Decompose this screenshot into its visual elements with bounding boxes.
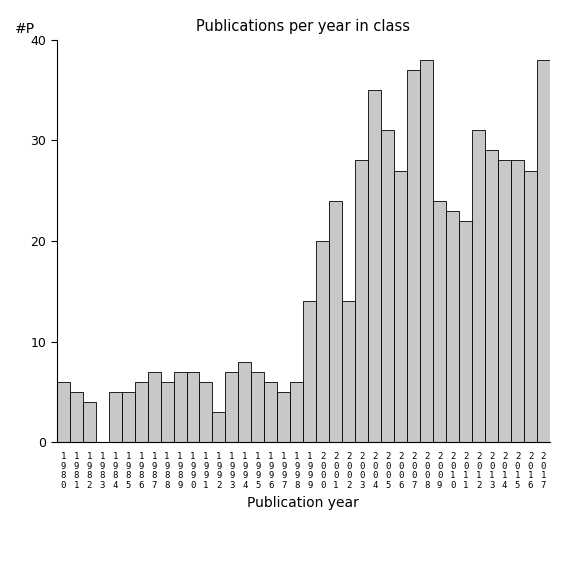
- Bar: [537, 60, 550, 442]
- Bar: [433, 201, 446, 442]
- Bar: [226, 372, 239, 442]
- Bar: [187, 372, 200, 442]
- Bar: [356, 160, 368, 442]
- Bar: [147, 372, 160, 442]
- Bar: [342, 302, 356, 442]
- Bar: [160, 382, 174, 442]
- Bar: [83, 402, 96, 442]
- Bar: [485, 150, 498, 442]
- Bar: [251, 372, 264, 442]
- Bar: [57, 382, 70, 442]
- Bar: [407, 70, 420, 442]
- Title: Publications per year in class: Publications per year in class: [196, 19, 411, 35]
- Bar: [498, 160, 511, 442]
- Bar: [511, 160, 524, 442]
- Bar: [459, 221, 472, 442]
- Bar: [134, 382, 147, 442]
- Bar: [264, 382, 277, 442]
- Bar: [524, 171, 537, 442]
- Bar: [174, 372, 187, 442]
- Bar: [303, 302, 316, 442]
- Bar: [420, 60, 433, 442]
- Bar: [316, 241, 329, 442]
- Bar: [394, 171, 407, 442]
- Bar: [239, 362, 251, 442]
- Bar: [213, 412, 226, 442]
- Bar: [290, 382, 303, 442]
- Text: #P: #P: [15, 22, 35, 36]
- Bar: [277, 392, 290, 442]
- Bar: [200, 382, 213, 442]
- Bar: [109, 392, 121, 442]
- Bar: [121, 392, 134, 442]
- Bar: [472, 130, 485, 442]
- Bar: [70, 392, 83, 442]
- Bar: [381, 130, 394, 442]
- Bar: [329, 201, 342, 442]
- Bar: [446, 211, 459, 442]
- Bar: [368, 90, 381, 442]
- X-axis label: Publication year: Publication year: [247, 496, 359, 510]
